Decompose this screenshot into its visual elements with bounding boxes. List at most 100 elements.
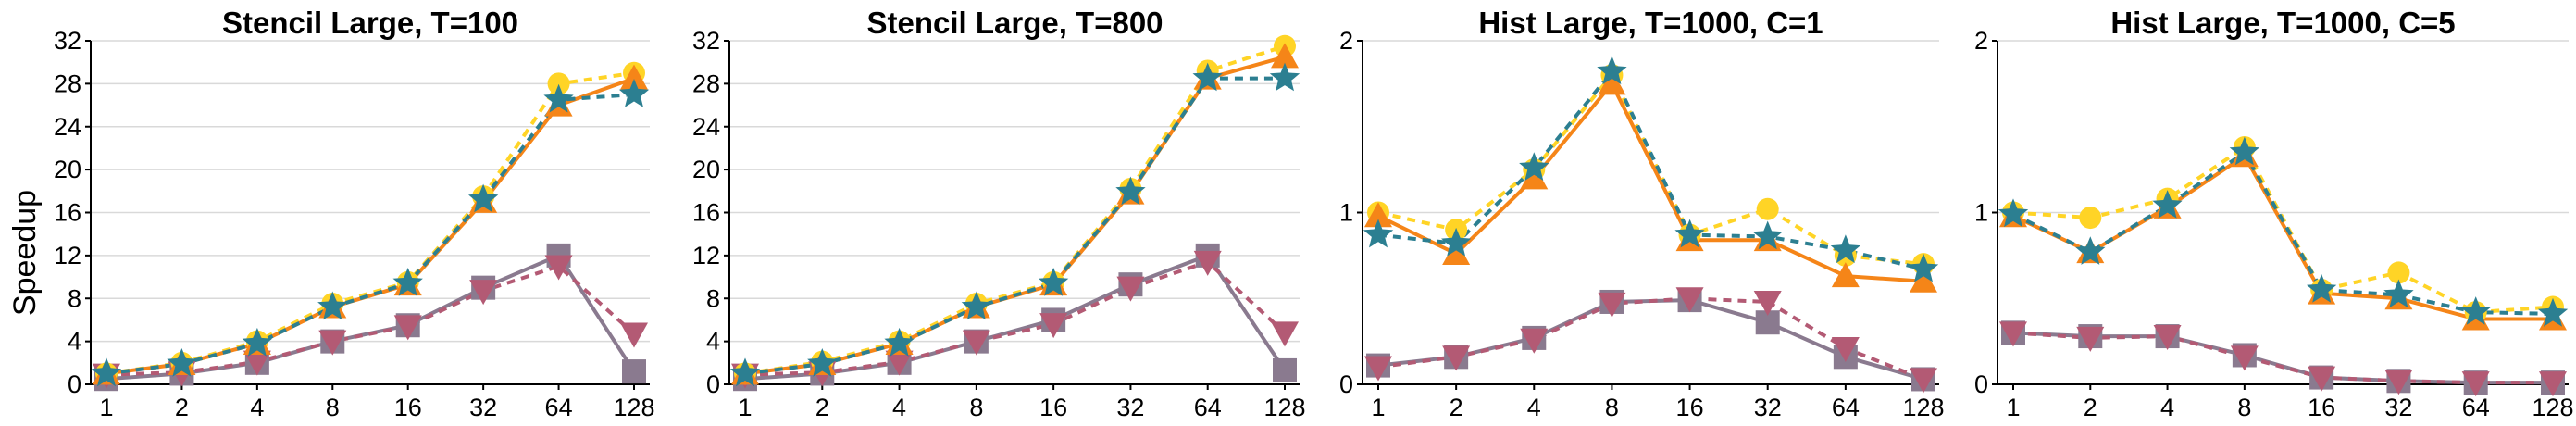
triangle-down-marker: [1831, 337, 1860, 363]
star-marker: [1192, 62, 1223, 92]
triangle-down-marker: [393, 315, 422, 341]
star-marker: [2075, 236, 2106, 265]
star-marker: [2460, 296, 2491, 325]
y-tick-label: 0: [68, 370, 81, 398]
x-tick-label: 32: [469, 394, 497, 421]
x-tick-label: 2: [175, 394, 189, 421]
triangle-up-marker: [1364, 202, 1392, 228]
x-tick-label: 64: [1194, 394, 1222, 421]
star-marker: [884, 327, 915, 357]
y-tick-label: 8: [68, 284, 81, 312]
star-marker: [1039, 268, 1069, 296]
triangle-down-marker: [2539, 371, 2567, 397]
series-line-3: [2012, 150, 2554, 316]
y-tick-label: 4: [68, 328, 81, 356]
y-tick-label: 4: [706, 328, 720, 356]
x-tick-label: 8: [1605, 394, 1619, 421]
y-tick-label: 0: [1339, 370, 1353, 398]
y-tick-label: 16: [692, 199, 720, 227]
y-tick-label: 12: [54, 242, 81, 269]
triangle-down-marker: [2153, 325, 2182, 351]
star-marker: [807, 348, 838, 377]
triangle-up-marker: [1831, 262, 1860, 288]
x-tick-label: 128: [2532, 394, 2573, 421]
x-tick-label: 32: [1754, 394, 1782, 421]
triangle-down-marker: [1910, 368, 1937, 394]
x-tick-label: 1: [99, 394, 113, 421]
x-tick-label: 1: [738, 394, 752, 421]
y-tick-label: 28: [54, 69, 81, 97]
y-tick-label: 2: [1339, 27, 1353, 55]
circle-marker: [2079, 207, 2102, 230]
star-marker: [167, 348, 197, 377]
triangle-down-marker: [2076, 326, 2105, 352]
triangle-down-marker: [1116, 276, 1145, 302]
star-marker: [2152, 190, 2183, 219]
y-tick-label: 1: [1339, 199, 1353, 227]
x-tick-label: 8: [326, 394, 340, 421]
x-tick-label: 64: [545, 394, 573, 421]
x-tick-label: 2: [1450, 394, 1463, 421]
triangle-down-marker: [2230, 345, 2259, 371]
x-tick-label: 8: [969, 394, 983, 421]
triangle-up-marker: [1271, 43, 1299, 69]
triangle-down-marker: [1039, 313, 1068, 339]
triangle-down-marker: [1598, 292, 1626, 318]
x-tick-label: 64: [2462, 394, 2490, 421]
x-tick-label: 4: [1527, 394, 1541, 421]
triangle-up-marker: [1910, 267, 1937, 293]
series-line-1: [106, 70, 635, 376]
triangle-down-marker: [469, 280, 498, 306]
y-tick-label: 32: [54, 27, 81, 55]
triangle-down-marker: [962, 330, 990, 356]
x-tick-label: 1: [1371, 394, 1385, 421]
star-marker: [1269, 62, 1300, 92]
triangle-up-marker: [1520, 164, 1549, 190]
chart-title: Stencil Large, T=100: [222, 6, 518, 40]
triangle-down-marker: [1675, 287, 1704, 313]
series-line-4: [106, 264, 636, 377]
x-tick-label: 64: [1832, 394, 1860, 421]
triangle-down-marker: [318, 330, 347, 356]
star-marker: [618, 79, 650, 107]
star-marker: [729, 357, 761, 387]
series-line-4: [2012, 331, 2553, 385]
triangle-down-marker: [2384, 370, 2413, 395]
y-tick-label: 28: [692, 69, 720, 97]
series-line-2: [106, 76, 635, 376]
triangle-down-marker: [1364, 356, 1392, 382]
circle-marker: [547, 72, 570, 95]
star-marker: [543, 83, 574, 113]
chart-title: Hist Large, T=1000, C=1: [1478, 6, 1823, 40]
x-tick-label: 16: [1676, 394, 1704, 421]
triangle-down-marker: [2308, 366, 2336, 392]
triangle-down-marker: [243, 350, 271, 376]
y-tick-label: 20: [692, 156, 720, 183]
y-tick-label: 0: [1974, 370, 1988, 398]
series-line-2: [1377, 81, 1924, 283]
series-line-4: [1377, 296, 1924, 382]
x-tick-label: 128: [1263, 394, 1305, 421]
star-marker: [1997, 198, 2029, 228]
triangle-down-marker: [1753, 290, 1782, 316]
triangle-up-marker: [1598, 69, 1626, 95]
star-marker: [242, 327, 272, 357]
triangle-up-marker: [620, 64, 648, 90]
y-tick-label: 8: [706, 284, 720, 312]
star-marker: [1115, 176, 1146, 206]
triangle-down-marker: [1520, 328, 1549, 354]
x-tick-label: 1: [2006, 394, 2020, 421]
star-marker: [2537, 297, 2569, 327]
square-marker: [622, 359, 646, 384]
x-tick-label: 32: [2384, 394, 2412, 421]
series-line-1: [744, 44, 1286, 376]
x-tick-label: 128: [613, 394, 654, 421]
star-marker: [1519, 152, 1549, 181]
y-tick-label: 12: [692, 242, 720, 269]
star-marker: [1674, 219, 1705, 248]
x-tick-label: 2: [2084, 394, 2097, 421]
series-line-2: [744, 55, 1286, 376]
circle-marker: [1756, 197, 1779, 220]
